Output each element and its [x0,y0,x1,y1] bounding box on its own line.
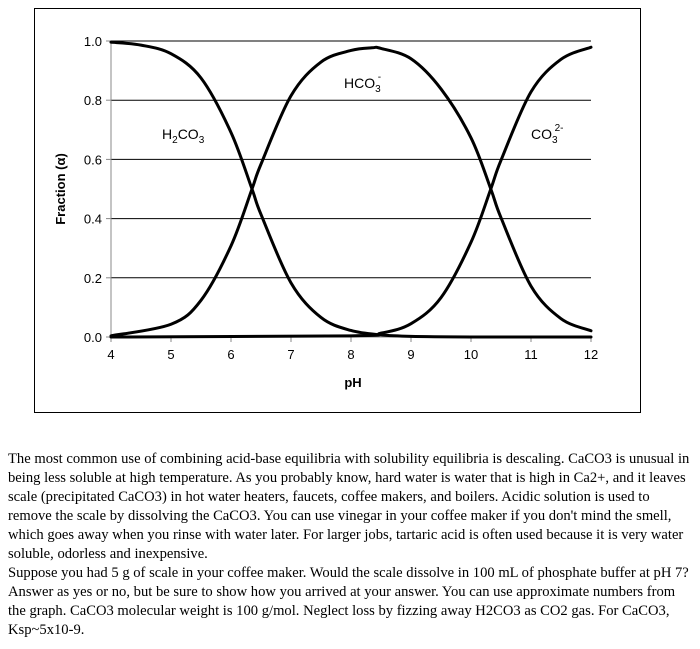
x-tick-label: 4 [107,347,114,362]
question-paragraph-1: The most common use of combining acid-ba… [8,451,690,562]
question-text: The most common use of combining acid-ba… [8,450,692,640]
x-tick-label: 11 [524,347,538,362]
chart-figure: 0.0 0.2 0.4 0.6 0.8 1.0 4 5 6 7 8 9 10 11 12 pH Fraction… [34,8,641,413]
series-line-hco3 [109,45,593,338]
series-label-hco3: HCO3- [344,72,381,95]
y-tick-label: 0.2 [84,271,102,286]
x-tick-label: 8 [347,347,354,362]
x-tick-label: 12 [584,347,598,362]
series-label-co3: CO32- [531,123,563,146]
grid-layer [111,40,591,279]
series-line-h2co3 [109,40,593,339]
y-tick-label: 0.6 [84,152,102,167]
x-tick-label: 7 [287,347,294,362]
y-tick-label: 0.4 [84,212,102,227]
x-tick-label: 9 [407,347,414,362]
series-label-h2co3: H2CO3 [162,126,205,146]
x-tick-label: 10 [464,347,478,362]
x-tick-label: 5 [167,347,174,362]
y-tick-label: 1.0 [84,34,102,49]
y-tick-label: 0.0 [84,330,102,345]
label-layer: H2CO3 HCO3- CO32- [162,72,563,146]
series-line-co3 [109,45,593,339]
y-axis-title: Fraction (α) [53,153,68,225]
question-paragraph-2: Suppose you had 5 g of scale in your cof… [8,565,689,638]
chart-svg: 0.0 0.2 0.4 0.6 0.8 1.0 4 5 6 7 8 9 10 11 12 pH Fraction… [53,34,598,390]
x-tick-label: 6 [227,347,234,362]
y-tick-label: 0.8 [84,93,102,108]
x-axis-title: pH [344,375,361,390]
series-layer [109,40,593,339]
